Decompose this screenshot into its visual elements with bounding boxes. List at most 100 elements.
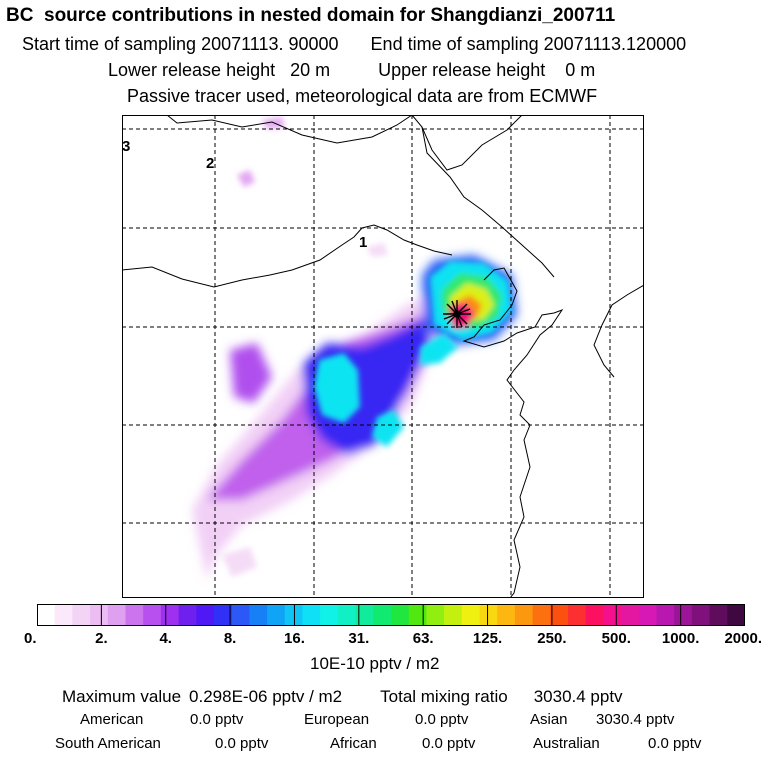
region-value: 0.0 pptv: [422, 735, 476, 752]
colorbar-cell: [320, 604, 339, 626]
region-value: 0.0 pptv: [648, 735, 702, 752]
colorbar-cell: [691, 604, 710, 626]
colorbar-tick-label: 8.: [223, 630, 237, 647]
colorbar-cell: [231, 604, 250, 626]
chart-title: BC source contributions in nested domain…: [6, 5, 616, 26]
colorbar-cell: [585, 604, 604, 626]
colorbar-units: 10E-10 pptv / m2: [310, 654, 440, 673]
colorbar-tick-label: 1000.: [661, 630, 700, 647]
colorbar-tick-label: 2000.: [724, 630, 762, 647]
colorbar-cell: [249, 604, 268, 626]
domain-label-1: 1: [359, 234, 367, 251]
region-name: South American: [55, 735, 161, 752]
colorbar-cell: [160, 604, 179, 626]
total-value: 3030.4 pptv: [533, 687, 623, 706]
star-icon: [443, 300, 471, 328]
isolated-patch-1: [237, 170, 255, 187]
colorbar-cell: [674, 604, 693, 626]
border-north: [166, 115, 523, 171]
isolated-patch-3: [222, 547, 257, 577]
colorbar-cell: [727, 604, 745, 626]
region-value: 3030.4 pptv: [596, 711, 675, 728]
sampling-times: Start time of sampling 20071113. 90000 En…: [22, 35, 686, 53]
colorbar-cell: [72, 604, 91, 626]
max-label: Maximum value: [62, 687, 182, 706]
coastline-korea: [593, 284, 644, 378]
colorbar-cell: [479, 604, 498, 626]
colorbar-tick-label: 500.: [601, 630, 631, 647]
plume-cyan-south: [314, 353, 360, 423]
colorbar-cell: [426, 604, 445, 626]
colorbar-cell: [461, 604, 480, 626]
colorbar-cell: [90, 604, 109, 626]
colorbar-cell: [54, 604, 73, 626]
tracer-note: Passive tracer used, meteorological data…: [127, 86, 598, 106]
colorbar-cells: [37, 604, 745, 626]
concentration-field: [192, 117, 517, 580]
isolated-patch-4: [367, 243, 388, 257]
colorbar-tick-label: 4.: [159, 630, 172, 647]
colorbar-cell: [497, 604, 516, 626]
colorbar-cell: [125, 604, 144, 626]
colorbar-cell: [514, 604, 533, 626]
start-time: Start time of sampling 20071113. 90000: [22, 34, 339, 54]
colorbar-cell: [532, 604, 551, 626]
upper-release-height: Upper release height 0 m: [378, 60, 596, 80]
colorbar-cell: [621, 604, 640, 626]
region-name: African: [330, 735, 377, 752]
colorbar-cell: [709, 604, 728, 626]
region-value: 0.0 pptv: [415, 711, 469, 728]
colorbar-cell: [337, 604, 356, 626]
colorbar-cell: [603, 604, 622, 626]
map-plot: 3 2 1: [122, 115, 644, 598]
plume-cyan-stripe: [420, 333, 458, 365]
border-central: [122, 224, 453, 288]
region-name: European: [304, 711, 370, 728]
end-time: End time of sampling 20071113.120000: [370, 34, 687, 54]
colorbar-cell: [284, 604, 303, 626]
colorbar-major-dividers: [100, 604, 682, 626]
colorbar-cell: [568, 604, 587, 626]
release-heights: Lower release height 20 m Upper release h…: [108, 61, 595, 79]
colorbar-cell: [267, 604, 286, 626]
lower-release-height: Lower release height 20 m: [108, 60, 331, 80]
colorbar-tick-label: 250.: [537, 630, 567, 647]
coastlines: [122, 115, 644, 598]
colorbar-cell: [355, 604, 374, 626]
colorbar-tick-label: 0.: [24, 630, 37, 647]
total-label: Total mixing ratio: [380, 687, 508, 706]
domain-label-2: 2: [206, 155, 214, 172]
colorbar-cell: [408, 604, 427, 626]
max-value: 0.298E-06 pptv / m2: [189, 687, 343, 706]
colorbar-cell: [214, 604, 233, 626]
colorbar-tick-label: 31.: [348, 630, 370, 647]
colorbar-cell: [444, 604, 463, 626]
colorbar-cell: [638, 604, 657, 626]
colorbar-tick-label: 125.: [472, 630, 503, 647]
domain-label-3: 3: [122, 138, 130, 155]
plume-cyan-east: [372, 410, 404, 447]
border-east: [421, 126, 555, 278]
colorbar-cell: [107, 604, 126, 626]
colorbar-tick-label: 63.: [412, 630, 434, 647]
colorbar-cell: [196, 604, 215, 626]
region-value: 0.0 pptv: [215, 735, 269, 752]
region-name: Australian: [533, 735, 600, 752]
coastline-east: [462, 267, 564, 598]
colorbar-cell: [143, 604, 162, 626]
colorbar-cell: [302, 604, 321, 626]
colorbar-tick-label: 2.: [95, 630, 108, 647]
colorbar-cell: [373, 604, 392, 626]
colorbar-cell: [391, 604, 410, 626]
colorbar-cell: [37, 604, 56, 626]
colorbar-cell: [656, 604, 675, 626]
plume-blue: [302, 320, 432, 455]
region-name: American: [80, 711, 144, 728]
colorbar-tick-label: 16.: [284, 630, 305, 647]
colorbar: [37, 604, 745, 626]
plume-west-lobe: [230, 343, 272, 403]
region-value: 0.0 pptv: [190, 711, 244, 728]
summary-line: Maximum value 0.298E-06 pptv / m2 Total mi…: [62, 688, 623, 705]
region-name: Asian: [530, 711, 568, 728]
colorbar-cell: [178, 604, 197, 626]
